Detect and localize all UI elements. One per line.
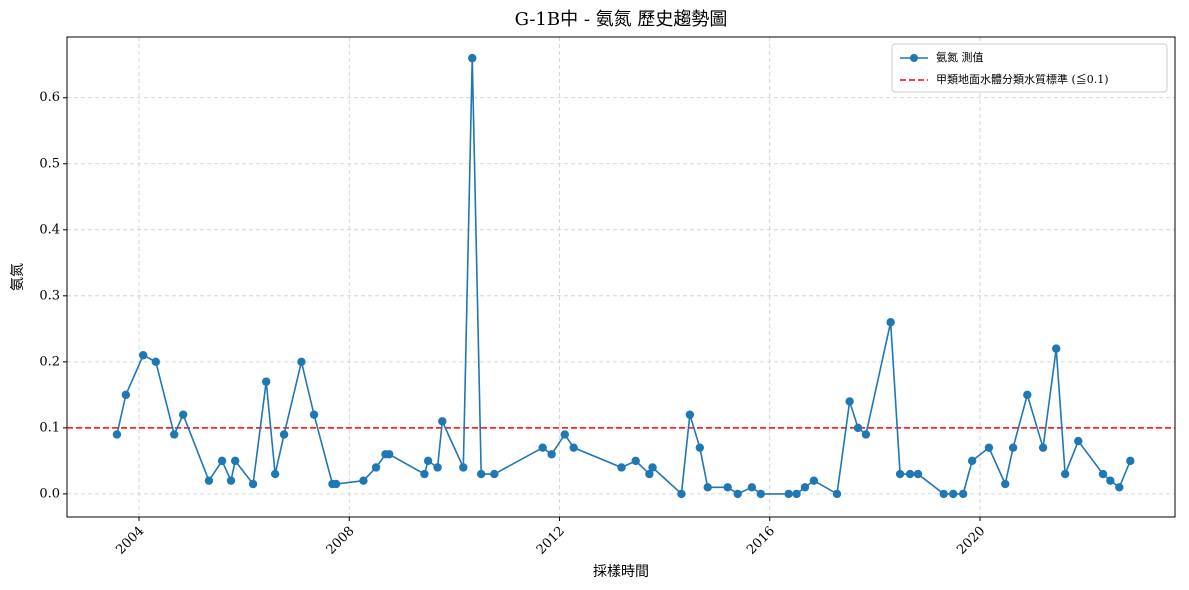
data-point: [958, 489, 968, 499]
data-point: [468, 53, 477, 63]
data-point: [121, 390, 131, 400]
data-point: [886, 318, 895, 327]
data-point: [853, 423, 863, 433]
data-point: [490, 469, 499, 479]
chart-title: G-1B中 - 氨氮 歷史趨勢圖: [515, 9, 728, 30]
data-point: [1001, 479, 1010, 489]
data-point: [569, 443, 578, 452]
data-point: [832, 489, 842, 499]
data-point: [1115, 483, 1124, 492]
x-tick-label: 2016: [744, 524, 778, 558]
x-axis-label: 採樣時間: [593, 563, 649, 580]
data-point: [895, 469, 905, 479]
data-point: [230, 456, 240, 466]
data-point: [967, 456, 977, 466]
data-point: [617, 463, 626, 472]
data-point: [695, 443, 705, 452]
data-point: [809, 476, 819, 485]
data-point: [792, 489, 801, 499]
data-point: [1074, 436, 1083, 446]
data-point: [226, 476, 236, 485]
x-tick-label: 2004: [113, 524, 147, 558]
data-point: [631, 456, 640, 466]
x-tick-label: 2008: [324, 524, 358, 558]
data-point: [547, 450, 556, 459]
data-point: [270, 469, 280, 479]
data-point: [1023, 390, 1032, 400]
data-point: [262, 377, 271, 386]
y-tick-label: 0.3: [39, 288, 60, 303]
data-point: [170, 430, 179, 439]
data-point: [723, 483, 732, 492]
data-point: [438, 417, 447, 426]
y-tick-label: 0.0: [39, 486, 60, 501]
data-point: [1106, 476, 1115, 485]
data-point: [151, 357, 161, 367]
data-point: [139, 351, 148, 360]
data-point: [204, 476, 214, 485]
data-point: [1098, 469, 1108, 479]
data-point: [984, 443, 994, 452]
data-point: [905, 469, 915, 479]
data-point: [747, 483, 757, 492]
y-tick-label: 0.1: [39, 420, 60, 435]
data-point: [677, 489, 686, 499]
data-point: [178, 410, 188, 419]
data-point: [420, 469, 429, 479]
data-point: [476, 469, 486, 479]
data-point: [309, 410, 319, 419]
data-point: [800, 483, 810, 492]
data-point: [913, 469, 923, 479]
y-tick-label: 0.4: [39, 222, 60, 237]
y-tick-label: 0.2: [39, 354, 60, 369]
data-point: [297, 357, 306, 367]
data-point: [861, 430, 871, 439]
data-point: [939, 489, 948, 499]
data-point: [784, 489, 793, 499]
data-point: [845, 397, 854, 406]
data-point: [423, 456, 433, 466]
data-point: [1052, 344, 1061, 353]
legend-label: 氨氮 測值: [936, 50, 984, 64]
data-point: [371, 463, 381, 472]
data-point: [385, 450, 394, 459]
data-point: [1008, 443, 1018, 452]
plot-frame: [66, 36, 1176, 518]
x-tick-label: 2012: [534, 524, 568, 558]
data-point: [560, 430, 569, 439]
y-tick-label: 0.5: [39, 156, 60, 171]
data-point: [648, 463, 657, 472]
legend-label: 甲類地面水體分類水質標準 (≦0.1): [936, 72, 1109, 86]
data-point: [645, 469, 654, 479]
data-point: [703, 483, 712, 492]
data-point: [756, 489, 766, 499]
data-point: [459, 463, 468, 472]
data-point: [1126, 456, 1135, 466]
data-point: [685, 410, 695, 419]
data-point: [948, 489, 958, 499]
data-point: [331, 479, 341, 489]
x-tick-label: 2020: [954, 524, 988, 558]
data-point: [248, 479, 258, 489]
y-axis-label: 氨氮: [10, 263, 26, 291]
y-tick-label: 0.6: [39, 90, 60, 105]
legend-marker: [910, 54, 918, 62]
data-point: [1060, 469, 1070, 479]
data-point: [538, 443, 547, 452]
data-point: [433, 463, 442, 472]
data-point: [359, 476, 368, 485]
data-point: [112, 430, 122, 439]
legend-box: [891, 43, 1168, 93]
data-point: [217, 456, 227, 466]
data-point: [1038, 443, 1048, 452]
data-point: [279, 430, 289, 439]
data-point: [733, 489, 742, 499]
